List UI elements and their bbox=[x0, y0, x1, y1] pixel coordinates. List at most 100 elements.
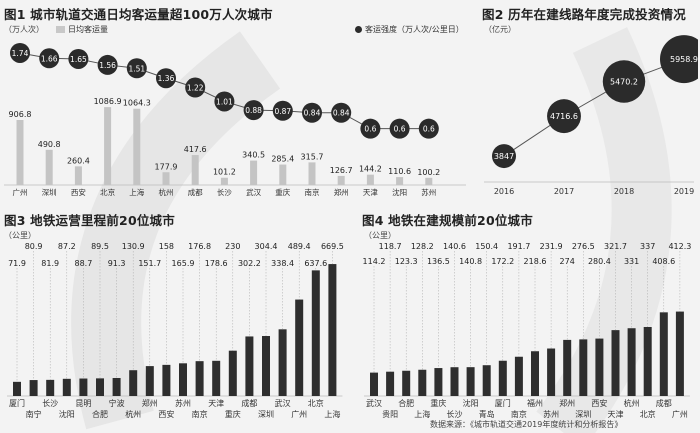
figure-3-title: 图3 地铁运营里程前20位城市 bbox=[4, 213, 175, 228]
fig4-bar-value: 408.6 bbox=[652, 257, 675, 266]
fig3-category-label: 深圳 bbox=[258, 409, 274, 419]
figure-1-intensity-value: 1.65 bbox=[70, 55, 87, 64]
fig4-bar bbox=[514, 356, 523, 396]
fig3-bar-value: 178.6 bbox=[205, 259, 228, 268]
figure-2-investment-bubble bbox=[547, 99, 581, 134]
fig3-bar-value: 176.8 bbox=[188, 242, 211, 251]
fig3-bar bbox=[162, 364, 171, 396]
figure-1-bar bbox=[220, 177, 228, 185]
figure-1-intensity-value: 1.56 bbox=[99, 61, 116, 70]
fig3-category-label: 合肥 bbox=[92, 409, 108, 419]
figure-1-bar bbox=[337, 175, 345, 185]
fig3-bar-value: 80.9 bbox=[25, 242, 43, 251]
figure-1-bar bbox=[162, 172, 170, 185]
fig4-category-label: 西安 bbox=[591, 398, 607, 408]
figure-1-intensity-value: 1.01 bbox=[216, 97, 233, 106]
figure-1-bar-value: 285.4 bbox=[271, 155, 294, 164]
figure-1-bar-value: 100.2 bbox=[417, 168, 440, 177]
fig4-bar-value: 412.3 bbox=[668, 242, 691, 251]
figure-2-year-label: 2017 bbox=[554, 187, 574, 196]
fig4-bar-value: 172.2 bbox=[491, 257, 514, 266]
fig3-bar-value: 158 bbox=[159, 242, 174, 251]
fig3-category-label: 重庆 bbox=[225, 409, 241, 419]
figure-1-intensity-dot bbox=[272, 100, 293, 121]
fig3-bar-value: 230 bbox=[225, 242, 240, 251]
fig4-bar-value: 123.3 bbox=[395, 257, 418, 266]
figure-1-intensity-value: 0.84 bbox=[304, 109, 321, 118]
fig3-bar bbox=[228, 350, 237, 396]
fig3-category-label: 天津 bbox=[208, 398, 224, 408]
figure-1-intensity-value: 1.74 bbox=[12, 49, 29, 58]
fig4-bar-value: 337 bbox=[640, 242, 655, 251]
fig4-bar-value: 321.7 bbox=[604, 242, 627, 251]
figure-1-category-label: 西安 bbox=[71, 187, 86, 196]
fig4-category-label: 沈阳 bbox=[463, 398, 479, 408]
figure-1-category-label: 天津 bbox=[363, 188, 378, 196]
fig3-category-label: 上海 bbox=[324, 409, 340, 419]
figure-1-bar-value: 110.6 bbox=[388, 167, 411, 176]
figure-1-bar-value: 490.8 bbox=[38, 140, 61, 149]
fig4-bar bbox=[466, 367, 475, 396]
figure-1-bar bbox=[250, 160, 258, 185]
fig3-bar-value: 165.9 bbox=[172, 259, 195, 268]
figure-1-intensity-value: 0.6 bbox=[364, 125, 376, 134]
fig4-category-label: 重庆 bbox=[430, 398, 446, 408]
figure-1-bar bbox=[74, 166, 82, 185]
fig4-bar-value: 331 bbox=[624, 257, 639, 266]
fig3-bar bbox=[328, 264, 337, 396]
figure-2-trend-line bbox=[503, 58, 685, 157]
fig4-bar bbox=[643, 326, 652, 396]
fig3-bar bbox=[145, 366, 154, 396]
fig3-bar-value: 89.5 bbox=[91, 242, 109, 251]
figure-1-category-label: 深圳 bbox=[42, 187, 57, 196]
figure-1-intensity-value: 0.6 bbox=[394, 125, 406, 134]
figure-1-intensity-dot bbox=[156, 68, 176, 89]
figure-1-bar bbox=[396, 177, 404, 185]
figure-2-investment-bubble bbox=[602, 60, 646, 103]
figure-1-bar-value: 340.5 bbox=[242, 151, 265, 160]
fig4-category-label: 北京 bbox=[640, 409, 656, 418]
figure-1-bar-value: 101.2 bbox=[213, 168, 236, 177]
fig4-bar bbox=[579, 339, 588, 396]
figure-1-bar-value: 417.6 bbox=[184, 145, 207, 154]
figure-1-bar-value: 260.4 bbox=[67, 156, 90, 165]
fig3-category-label: 沈阳 bbox=[59, 409, 75, 419]
fig4-category-label: 广州 bbox=[672, 409, 688, 418]
fig3-bar-value: 91.3 bbox=[108, 259, 126, 268]
figure-1-legend-line: 客运强度（万人次/公里日） bbox=[355, 24, 464, 35]
figure-1-intensity-dot bbox=[68, 48, 89, 69]
fig4-bar-value: 276.5 bbox=[572, 242, 595, 251]
fig3-bar bbox=[29, 380, 38, 396]
fig3-category-label: 成都 bbox=[241, 398, 257, 408]
figure-2-year-label: 2016 bbox=[494, 187, 514, 196]
figure-1-bar-value: 1064.3 bbox=[123, 99, 151, 108]
figure-1-bar bbox=[45, 149, 53, 185]
figure-2-investment-value: 4716.6 bbox=[550, 112, 578, 121]
figure-1-bar bbox=[425, 177, 433, 185]
figure-1-intensity-dot bbox=[214, 91, 235, 112]
fig3-bar bbox=[262, 336, 270, 396]
figure-2-title: 图2 历年在建线路年度完成投资情况 bbox=[482, 7, 686, 22]
fig4-bar bbox=[563, 339, 572, 396]
fig3-bar bbox=[79, 378, 88, 396]
figure-2-investment-value: 5470.2 bbox=[610, 78, 638, 87]
figure-2-unit: （亿元） bbox=[484, 25, 516, 34]
figure-1-bar-value: 126.7 bbox=[330, 166, 353, 175]
figure-1-bar bbox=[133, 108, 141, 185]
fig3-bar-value: 338.4 bbox=[271, 259, 294, 268]
fig4-bar-value: 191.7 bbox=[507, 242, 530, 251]
figure-1-intensity-value: 0.84 bbox=[333, 109, 350, 118]
figure-1-category-label: 郑州 bbox=[334, 187, 349, 196]
figure-1-category-label: 武汉 bbox=[246, 187, 261, 196]
fig3-bar bbox=[195, 361, 204, 396]
figure-1-category-label: 南京 bbox=[305, 187, 320, 196]
fig3-bar-value: 71.9 bbox=[8, 259, 26, 268]
figure-1-intensity-dot bbox=[185, 77, 206, 98]
fig3-bar bbox=[46, 379, 55, 396]
figure-1-intensity-dot bbox=[243, 100, 264, 121]
figure-1-intensity-dot bbox=[360, 118, 381, 139]
fig3-bar bbox=[278, 329, 287, 396]
fig4-bar bbox=[547, 348, 556, 396]
data-source-note: 数据来源：《城市轨道交通2019年度统计和分析报告》 bbox=[430, 420, 623, 429]
fig3-bar-value: 130.9 bbox=[122, 242, 145, 251]
